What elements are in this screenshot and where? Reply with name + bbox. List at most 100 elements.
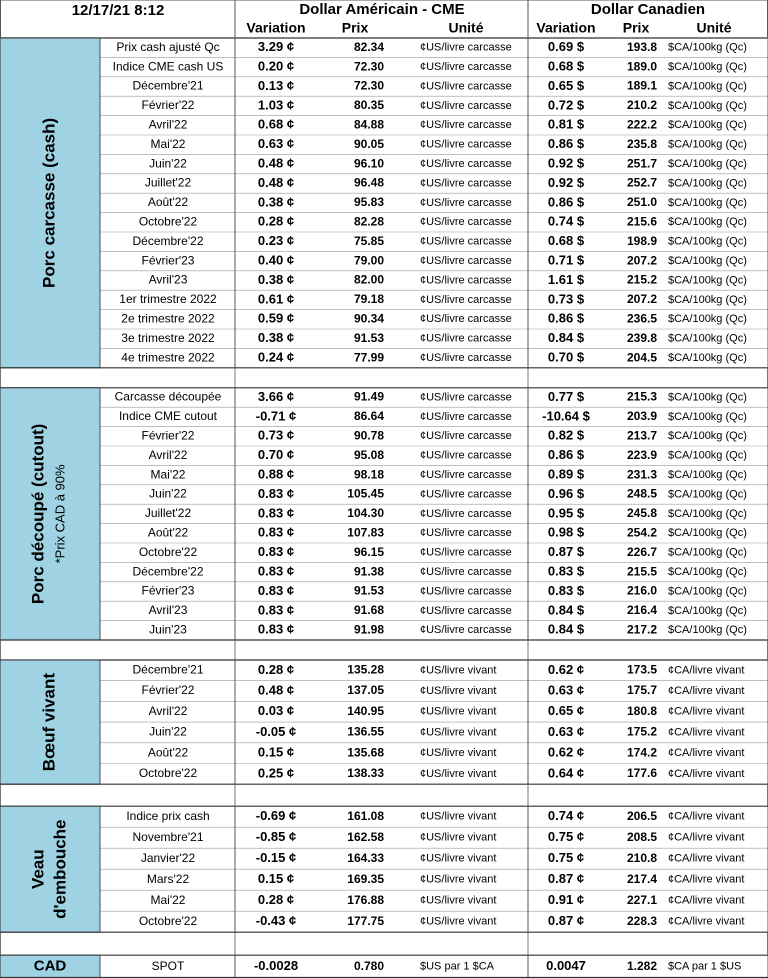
unit: ¢CA/livre vivant: [668, 811, 744, 823]
variation: 0.0047: [546, 958, 586, 973]
price: 231.3: [627, 467, 657, 481]
usd-title: Dollar Américain - CME: [299, 1, 464, 18]
unit: ¢CA/livre vivant: [668, 664, 744, 676]
price: 96.48: [354, 176, 384, 190]
unit: $CA/100kg (Qc): [668, 508, 747, 520]
row-label: Juin'23: [149, 622, 187, 636]
variation: 0.63 ¢: [548, 724, 584, 739]
price: 135.68: [347, 745, 384, 759]
variation: 0.82 $: [548, 428, 585, 443]
price: 0.780: [354, 959, 384, 973]
unit: $CA/100kg (Qc): [668, 430, 747, 442]
row-label: 3e trimestre 2022: [121, 331, 215, 345]
price: 105.45: [347, 487, 384, 501]
variation: 0.28 ¢: [258, 892, 294, 907]
unit: ¢US/livre carcasse: [420, 430, 512, 442]
price: 223.9: [627, 448, 657, 462]
variation: 0.65 $: [548, 78, 585, 93]
section-title: d'embouche: [50, 819, 69, 918]
unit: ¢CA/livre vivant: [668, 768, 744, 780]
unit: $CA/100kg (Qc): [668, 216, 747, 228]
variation: -0.43 ¢: [256, 913, 296, 928]
price: 80.35: [354, 98, 384, 112]
variation: 0.89 $: [548, 467, 585, 482]
variation: 0.87 ¢: [548, 913, 584, 928]
price: 91.68: [354, 603, 384, 617]
unit: ¢US/livre carcasse: [420, 585, 512, 597]
row-label: Juillet'22: [145, 506, 192, 520]
price: 82.34: [354, 40, 384, 54]
unit: ¢CA/livre vivant: [668, 895, 744, 907]
variation: 0.70 ¢: [258, 447, 294, 462]
price: 216.4: [627, 603, 657, 617]
price: 245.8: [627, 506, 657, 520]
row-label: Janvier'22: [141, 851, 196, 865]
column-header: Prix: [623, 20, 650, 36]
variation: 0.38 ¢: [258, 330, 294, 345]
unit: ¢CA/livre vivant: [668, 747, 744, 759]
price: 86.64: [354, 409, 384, 423]
unit: ¢CA/livre vivant: [668, 706, 744, 718]
row-label: Avril'22: [149, 448, 188, 462]
row-label: Indice CME cash US: [113, 59, 224, 73]
price: 79.00: [354, 253, 384, 267]
variation: 0.69 $: [548, 39, 585, 54]
variation: 0.72 $: [548, 97, 585, 112]
price: 175.7: [627, 683, 657, 697]
unit: $CA/100kg (Qc): [668, 391, 747, 403]
variation: 0.77 $: [548, 389, 585, 404]
row-label: Février'22: [142, 683, 195, 697]
unit: $CA/100kg (Qc): [668, 139, 747, 151]
unit: ¢US/livre carcasse: [420, 274, 512, 286]
variation: 0.91 ¢: [548, 892, 584, 907]
unit: $CA/100kg (Qc): [668, 255, 747, 267]
variation: 0.83 ¢: [258, 602, 294, 617]
variation: 0.23 ¢: [258, 233, 294, 248]
unit: ¢US/livre carcasse: [420, 61, 512, 73]
unit: ¢US/livre vivant: [420, 685, 496, 697]
column-header: Variation: [536, 20, 595, 36]
variation: 0.68 ¢: [258, 117, 294, 132]
unit: $CA/100kg (Qc): [668, 527, 747, 539]
variation: 3.29 ¢: [258, 39, 294, 54]
unit: ¢US/livre carcasse: [420, 119, 512, 131]
variation: 0.86 $: [548, 194, 585, 209]
cad-title: Dollar Canadien: [591, 1, 705, 18]
cad-title: CAD: [34, 958, 67, 975]
variation: 0.13 ¢: [258, 78, 294, 93]
price: 206.5: [627, 809, 657, 823]
row-label: Juillet'22: [145, 176, 192, 190]
unit: $CA/100kg (Qc): [668, 585, 747, 597]
unit: ¢US/livre vivant: [420, 811, 496, 823]
unit: $CA/100kg (Qc): [668, 274, 747, 286]
unit: $CA/100kg (Qc): [668, 177, 747, 189]
price: 180.8: [627, 704, 657, 718]
variation: -0.71 ¢: [256, 408, 296, 423]
unit: ¢CA/livre vivant: [668, 685, 744, 697]
unit: ¢US/livre carcasse: [420, 527, 512, 539]
variation: 0.74 $: [548, 214, 585, 229]
unit: ¢US/livre carcasse: [420, 158, 512, 170]
unit: ¢US/livre carcasse: [420, 624, 512, 636]
section-title: Porc découpé (cutout): [28, 424, 47, 604]
unit: ¢US/livre vivant: [420, 874, 496, 886]
variation: 0.84 $: [548, 602, 585, 617]
unit: ¢US/livre carcasse: [420, 177, 512, 189]
unit: ¢US/livre carcasse: [420, 100, 512, 112]
variation: 0.86 $: [548, 311, 585, 326]
price: 90.78: [354, 428, 384, 442]
unit: ¢US/livre carcasse: [420, 566, 512, 578]
price: 207.2: [627, 253, 657, 267]
unit: $CA/100kg (Qc): [668, 547, 747, 559]
price: 84.88: [354, 117, 384, 131]
price: 207.2: [627, 292, 657, 306]
price: 226.7: [627, 545, 657, 559]
price: 215.6: [627, 214, 657, 228]
unit: $CA/100kg (Qc): [668, 352, 747, 364]
price: 215.2: [627, 273, 657, 287]
section-label-cell: [0, 805, 101, 933]
unit: ¢US/livre carcasse: [420, 139, 512, 151]
row-label: Avril'22: [149, 117, 188, 131]
